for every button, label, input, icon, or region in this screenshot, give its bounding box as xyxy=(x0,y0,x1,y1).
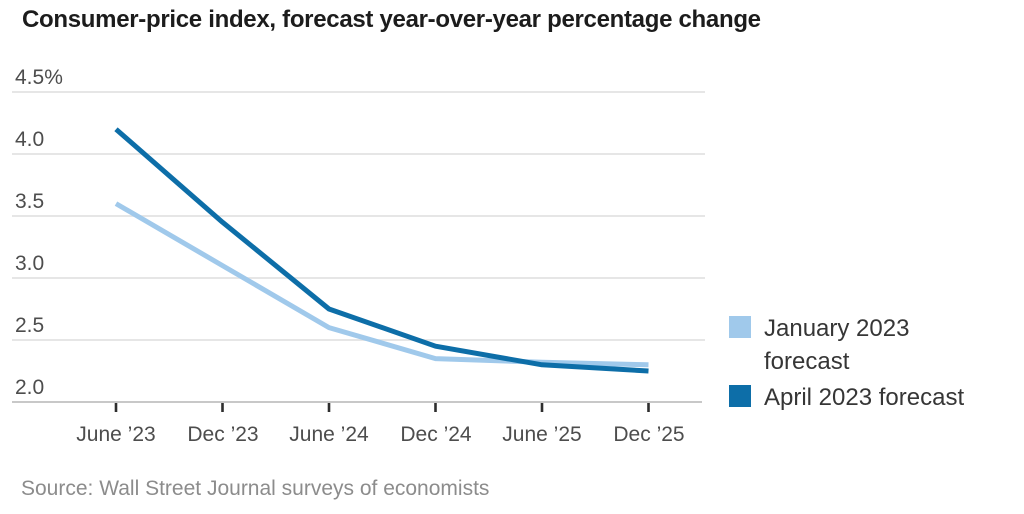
y-axis-label: 3.0 xyxy=(15,252,45,275)
x-axis-ticks xyxy=(114,403,650,412)
x-axis-label: Dec ’23 xyxy=(187,423,259,446)
legend-swatch-light-blue xyxy=(729,316,751,338)
source-attribution: Source: Wall Street Journal surveys of e… xyxy=(21,477,490,500)
legend-label: April 2023 forecast xyxy=(764,384,965,411)
y-axis-label: 4.0 xyxy=(15,128,45,151)
legend-item-april-2023-forecast: April 2023 forecast xyxy=(729,381,989,414)
legend-label: January 2023 forecast xyxy=(764,315,910,375)
x-axis-label: Dec ’25 xyxy=(613,423,685,446)
y-axis-label: 2.5 xyxy=(15,314,45,337)
legend-swatch-dark-blue xyxy=(729,385,751,407)
y-axis-label: 2.0 xyxy=(15,376,45,399)
x-axis-label: June ’24 xyxy=(289,423,369,446)
series-line-april-2023-forecast xyxy=(114,127,649,374)
x-axis-label: June ’23 xyxy=(76,423,156,446)
x-axis-label: June ’25 xyxy=(502,423,582,446)
legend-item-january-2023-forecast: January 2023 forecast xyxy=(729,312,989,378)
y-axis-label: 3.5 xyxy=(15,190,45,213)
legend: January 2023 forecast April 2023 forecas… xyxy=(729,312,989,414)
series-line-january-2023-forecast xyxy=(114,201,649,368)
x-axis-label: Dec ’24 xyxy=(400,423,472,446)
y-axis-label: 4.5% xyxy=(15,66,63,89)
chart-title: Consumer-price index, forecast year-over… xyxy=(22,6,761,33)
